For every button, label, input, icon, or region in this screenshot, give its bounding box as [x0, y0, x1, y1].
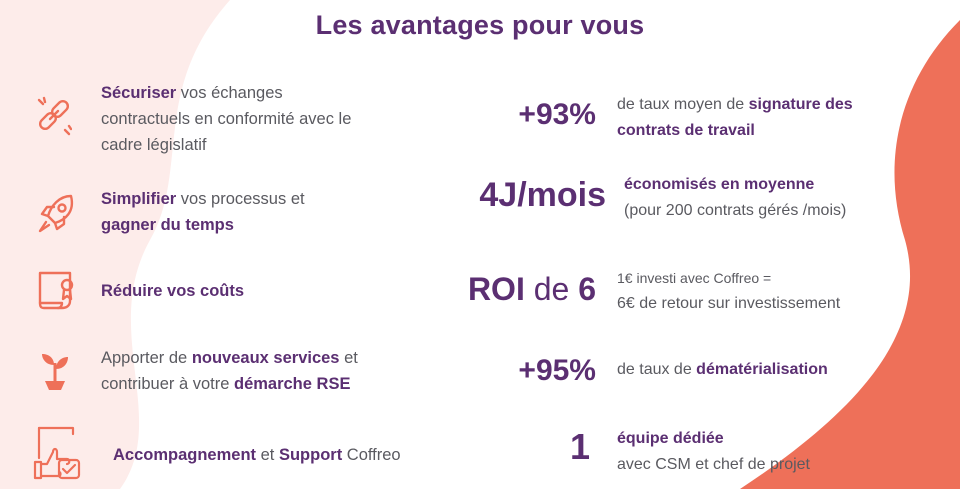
benefit-secure: Sécuriser vos échanges contractuels en c… — [101, 80, 421, 158]
thumbs-up-document-icon — [33, 426, 81, 480]
stat-desc-text: de taux moyen de — [617, 96, 749, 113]
chain-link-icon — [37, 96, 72, 136]
stat-value-days: 4J/mois — [479, 176, 606, 214]
stat-desc-bold: signature des — [748, 96, 853, 113]
benefit-support: Accompagnement et Support Coffreo — [113, 442, 473, 468]
stat-desc-signature: de taux moyen de signature des contrats … — [617, 92, 853, 144]
stat-desc-bold: économisés en moyenne — [624, 176, 815, 193]
stat-desc-text: (pour 200 contrats gérés /mois) — [624, 202, 847, 219]
benefit-text: vos processus et — [176, 190, 305, 208]
certificate-scroll-icon — [38, 271, 74, 310]
benefit-bold-text: démarche RSE — [233, 375, 351, 393]
benefit-text: contractuels en conformité avec le — [101, 110, 352, 128]
stat-desc-bold: dématérialisation — [696, 361, 828, 378]
stat-desc-text: 6€ de retour sur investissement — [617, 295, 841, 312]
stat-desc-roi: 1€ investi avec Coffreo = 6€ de retour s… — [617, 265, 840, 317]
stat-roi-number: 6 — [578, 271, 596, 307]
benefit-text: et — [256, 446, 279, 464]
coral-blob — [740, 20, 960, 489]
stat-value-dematerialisation: +95% — [518, 354, 596, 387]
stat-value-signature: +93% — [518, 98, 596, 131]
stat-desc-text: 1€ investi avec Coffreo = — [617, 270, 772, 286]
page-title: Les avantages pour vous — [315, 10, 645, 40]
plant-sprout-icon — [42, 354, 68, 390]
stat-desc-dematerialisation: de taux de dématérialisation — [617, 357, 828, 383]
stat-roi-de: de — [524, 271, 579, 307]
stat-desc-text: avec CSM et chef de projet — [617, 456, 810, 473]
rocket-icon — [38, 194, 74, 233]
benefit-new-services: Apporter de nouveaux services et contrib… — [101, 345, 421, 397]
stat-desc-text: de taux de — [617, 361, 697, 378]
benefit-text: cadre législatif — [101, 136, 207, 154]
stat-desc-days: économisés en moyenne (pour 200 contrats… — [624, 172, 846, 224]
benefit-bold-text: Accompagnement — [113, 446, 257, 464]
benefit-bold-text: gagner du temps — [101, 216, 234, 234]
benefit-bold-text: Support — [278, 446, 343, 464]
benefit-bold-text: Simplifier — [101, 190, 177, 208]
stat-desc-bold: équipe dédiée — [617, 430, 724, 447]
benefit-reduce-costs: Réduire vos coûts — [101, 278, 401, 304]
benefit-text: Apporter de — [101, 349, 192, 367]
benefit-text: vos échanges — [176, 84, 283, 102]
stat-roi-label: ROI — [467, 271, 525, 307]
benefit-simplify: Simplifier vos processus et gagner du te… — [101, 186, 401, 238]
benefit-bold-text: nouveaux services — [191, 349, 340, 367]
benefit-text: contribuer à votre — [101, 375, 234, 393]
stat-value-team: 1 — [569, 426, 590, 467]
pink-blob — [0, 0, 230, 489]
stat-desc-team: équipe dédiée avec CSM et chef de projet — [617, 426, 810, 478]
stat-desc-bold: contrats de travail — [617, 122, 755, 139]
benefit-bold-text: Sécuriser — [101, 84, 177, 102]
benefit-text: Coffreo — [342, 446, 401, 464]
benefit-text: et — [339, 349, 358, 367]
benefit-bold-text: Réduire vos coûts — [101, 282, 245, 300]
stat-value-roi: ROI de 6 — [440, 271, 596, 308]
